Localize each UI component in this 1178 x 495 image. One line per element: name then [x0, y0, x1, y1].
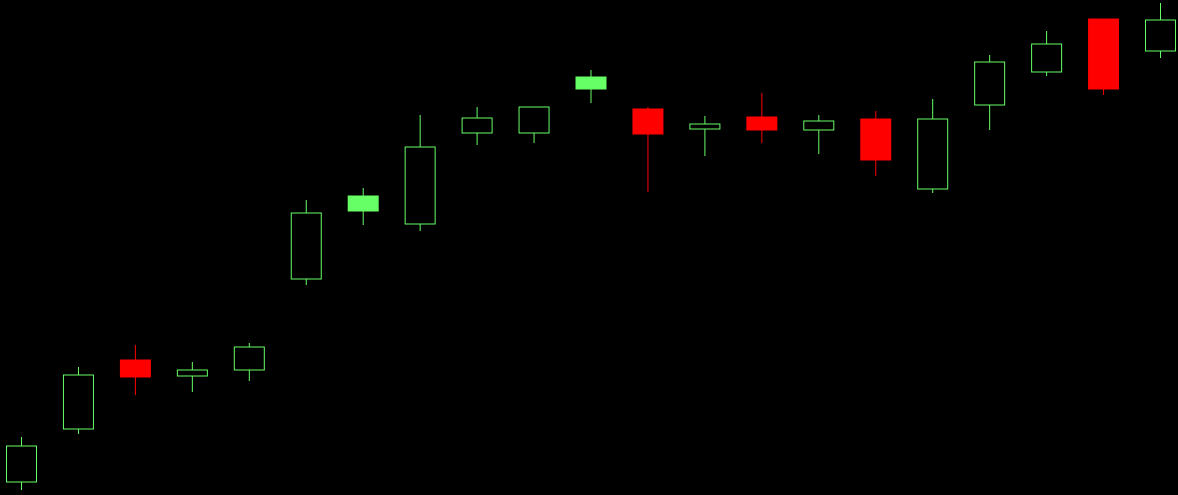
candle-body [1088, 18, 1120, 90]
candle-body [290, 212, 322, 280]
candle-body [860, 118, 892, 161]
candle-body [746, 116, 778, 131]
candle-body [176, 369, 208, 377]
candle-body [119, 359, 151, 378]
candle-body [233, 346, 265, 371]
candle-body [518, 106, 550, 134]
candle-body [917, 118, 949, 190]
candle-body [575, 76, 607, 90]
candle-body [461, 117, 493, 134]
candle-body [689, 123, 721, 130]
candle-body [347, 195, 379, 212]
candle-body [1145, 19, 1176, 52]
candle-body [1031, 43, 1063, 73]
candle-body [974, 61, 1006, 106]
candle-body [803, 120, 835, 131]
candle-body [62, 374, 94, 430]
candle-body [6, 445, 37, 483]
candle-body [632, 108, 664, 135]
candle-body [404, 146, 436, 225]
